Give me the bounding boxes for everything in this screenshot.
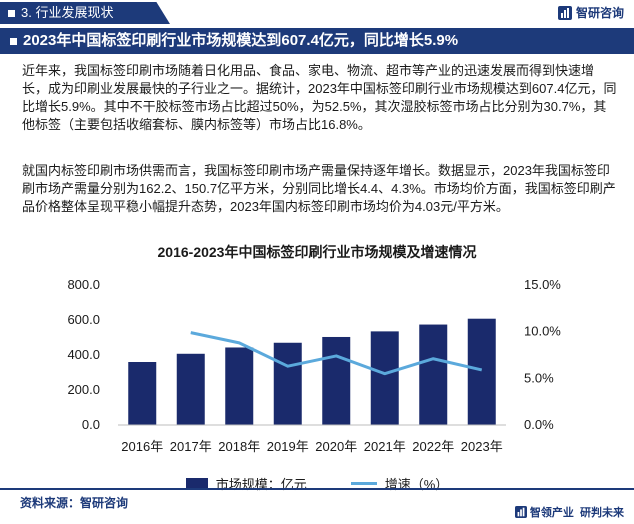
y-left-tick-label: 400.0 <box>67 347 100 362</box>
legend-label-line: 增速（%） <box>384 477 449 492</box>
y-left-tick-label: 800.0 <box>67 277 100 292</box>
square-bullet-icon <box>8 10 15 18</box>
source-note: 资料来源：智研咨询 <box>20 496 129 510</box>
slogan-b: 研判未来 <box>580 507 624 519</box>
brand-name: 智研咨询 <box>575 6 624 20</box>
slogan-a: 智领产业 <box>529 507 574 519</box>
bar <box>225 347 254 425</box>
footer-slogan: 智领产业 研判未来 <box>514 504 624 520</box>
footer-divider <box>0 488 634 490</box>
chart-legend: 市场规模：亿元 增速（%） <box>0 474 634 493</box>
bar <box>467 318 496 425</box>
y-left-tick-label: 600.0 <box>67 312 100 327</box>
bar <box>322 336 351 425</box>
section-tag: 3. 行业发展现状 <box>0 2 170 24</box>
chart-area: 0.0 200.0 400.0 600.0 800.0 0.0% 5.0% 10.0% 15.0… <box>67 277 561 454</box>
y-right-tick-label: 15.0% <box>524 277 561 292</box>
x-tick-label: 2020年 <box>315 439 357 454</box>
brand-logo-icon <box>557 5 572 20</box>
legend-swatch-bar <box>185 477 208 490</box>
x-tick-label: 2023年 <box>461 439 503 454</box>
bar <box>273 342 302 425</box>
square-bullet-icon <box>10 37 17 45</box>
legend-item-bar: 市场规模：亿元 <box>185 474 307 493</box>
bar <box>370 331 399 425</box>
x-tick-label: 2021年 <box>364 439 406 454</box>
legend-item-line: 增速（%） <box>350 474 449 493</box>
x-tick-label: 2018年 <box>218 439 260 454</box>
section-label: 3. 行业发展现状 <box>21 5 114 20</box>
bar <box>419 324 448 425</box>
paragraph-2: 就国内标签印刷市场供需而言，我国标签印刷市场产需量保持逐年增长。数据显示，202… <box>22 163 616 214</box>
x-tick-label: 2017年 <box>170 439 212 454</box>
headline-bar: 2023年中国标签印刷行业市场规模达到607.4亿元，同比增长5.9% <box>0 28 634 54</box>
growth-line <box>190 331 483 376</box>
y-left-tick-label: 0.0 <box>82 417 100 432</box>
x-tick-label: 2022年 <box>412 439 454 454</box>
chart-title: 2016-2023年中国标签印刷行业市场规模及增速情况 <box>157 244 477 260</box>
y-left-tick-label: 200.0 <box>67 382 100 397</box>
bar <box>176 353 205 425</box>
footer-logo-icon <box>514 506 527 518</box>
brand: 智研咨询 <box>557 4 624 21</box>
legend-label-bar: 市场规模：亿元 <box>215 477 307 492</box>
y-right-tick-label: 5.0% <box>524 370 554 385</box>
legend-swatch-line <box>350 482 377 485</box>
bar <box>128 362 157 425</box>
paragraph-1: 近年来，我国标签印刷市场随着日化用品、食品、家电、物流、超市等产业的迅速发展而得… <box>22 63 617 132</box>
y-right-tick-label: 10.0% <box>524 324 561 339</box>
x-tick-label: 2016年 <box>121 439 163 454</box>
x-tick-label: 2019年 <box>267 439 309 454</box>
headline-text: 2023年中国标签印刷行业市场规模达到607.4亿元，同比增长5.9% <box>23 32 459 49</box>
y-right-tick-label: 0.0% <box>524 417 554 432</box>
